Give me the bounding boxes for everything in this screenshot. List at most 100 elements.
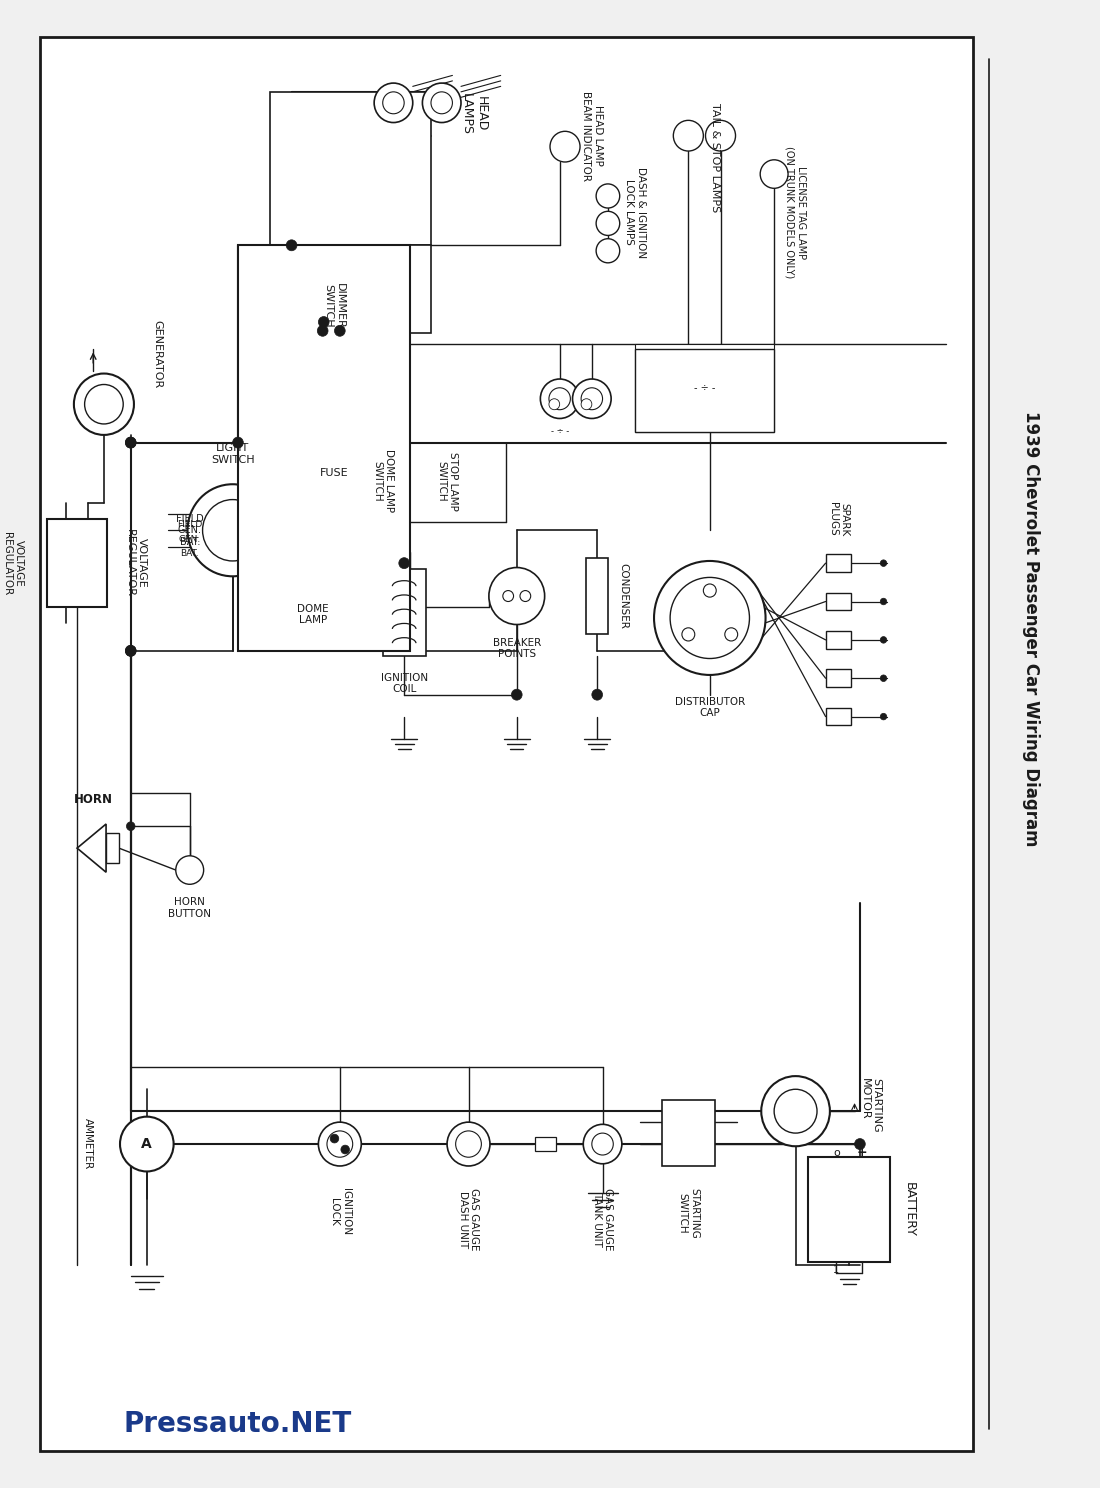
Text: 1939 Chevrolet Passenger Car Wiring Diagram: 1939 Chevrolet Passenger Car Wiring Diag…	[1023, 411, 1041, 847]
Text: HEAD
LAMPS: HEAD LAMPS	[460, 92, 488, 135]
Text: DOME
LAMP: DOME LAMP	[297, 604, 329, 625]
Text: FIELD
GEN.
BAT.: FIELD GEN. BAT.	[176, 513, 204, 548]
Bar	[586, 558, 608, 634]
Circle shape	[549, 388, 571, 409]
Circle shape	[596, 211, 619, 235]
Circle shape	[855, 1138, 866, 1150]
Text: GEN.: GEN.	[178, 534, 201, 543]
Text: VOLTAGE
REGULATOR: VOLTAGE REGULATOR	[2, 531, 23, 595]
Circle shape	[572, 379, 612, 418]
Text: o: o	[833, 1147, 839, 1158]
Text: IGNITION
COIL: IGNITION COIL	[381, 673, 428, 695]
Text: AMMETER: AMMETER	[82, 1119, 92, 1170]
Text: GAS GAUGE
DASH UNIT: GAS GAUGE DASH UNIT	[458, 1187, 480, 1250]
Circle shape	[581, 399, 592, 409]
Bar	[106, 833, 119, 863]
Bar	[826, 708, 851, 725]
Bar	[316, 321, 349, 338]
Text: GAS GAUGE
TANK UNIT: GAS GAUGE TANK UNIT	[592, 1187, 614, 1250]
Circle shape	[374, 83, 412, 122]
Circle shape	[341, 1146, 350, 1153]
Bar	[661, 1100, 715, 1167]
Text: STOP LAMP
SWITCH: STOP LAMP SWITCH	[437, 451, 458, 510]
Bar	[47, 519, 107, 607]
Circle shape	[399, 558, 409, 568]
Text: STARTING
SWITCH: STARTING SWITCH	[678, 1187, 700, 1238]
Text: 1: 1	[834, 1265, 839, 1275]
Text: BATTERY: BATTERY	[903, 1183, 916, 1237]
Text: LIGHT
SWITCH: LIGHT SWITCH	[211, 443, 254, 464]
Text: HEAD LAMP
BEAM INDICATOR: HEAD LAMP BEAM INDICATOR	[581, 91, 603, 180]
Circle shape	[383, 92, 404, 113]
Bar	[271, 246, 431, 333]
Circle shape	[581, 388, 603, 409]
Bar	[826, 592, 851, 610]
Circle shape	[761, 1076, 829, 1146]
Circle shape	[774, 1089, 817, 1132]
Circle shape	[120, 1116, 174, 1171]
Circle shape	[431, 92, 452, 113]
Circle shape	[422, 83, 461, 122]
Bar	[383, 568, 426, 656]
Circle shape	[705, 121, 736, 152]
Bar	[635, 350, 774, 432]
Circle shape	[540, 379, 579, 418]
Bar	[238, 246, 409, 650]
Circle shape	[125, 646, 136, 656]
Circle shape	[880, 676, 887, 682]
Circle shape	[583, 1125, 621, 1164]
Text: VOLTAGE
REGULATOR: VOLTAGE REGULATOR	[125, 530, 147, 597]
Circle shape	[760, 159, 788, 189]
Circle shape	[550, 131, 580, 162]
Polygon shape	[77, 824, 106, 872]
Circle shape	[334, 326, 345, 336]
Circle shape	[880, 598, 887, 604]
Bar	[271, 92, 431, 246]
Circle shape	[596, 185, 619, 208]
Text: DOME LAMP
SWITCH: DOME LAMP SWITCH	[372, 449, 394, 512]
Circle shape	[488, 567, 544, 625]
Circle shape	[503, 591, 514, 601]
Circle shape	[202, 500, 263, 561]
Circle shape	[592, 689, 603, 701]
Circle shape	[673, 121, 703, 152]
Circle shape	[327, 1131, 353, 1158]
Circle shape	[654, 561, 766, 676]
Circle shape	[188, 484, 277, 576]
Circle shape	[317, 326, 328, 336]
Circle shape	[880, 637, 887, 643]
Circle shape	[176, 856, 204, 884]
Text: CONDENSER: CONDENSER	[618, 562, 628, 629]
Circle shape	[670, 577, 749, 659]
Circle shape	[318, 1122, 361, 1167]
Text: DASH & IGNITION
LOCK LAMPS: DASH & IGNITION LOCK LAMPS	[624, 167, 646, 257]
Circle shape	[294, 549, 332, 588]
Text: STARTING
MOTOR: STARTING MOTOR	[860, 1079, 881, 1132]
Circle shape	[520, 591, 530, 601]
Text: +: +	[857, 1146, 868, 1159]
Bar	[40, 37, 972, 1451]
Circle shape	[880, 559, 887, 567]
Text: FIELD: FIELD	[177, 521, 202, 530]
Text: Pressauto.NET: Pressauto.NET	[124, 1409, 352, 1437]
Text: GENERATOR: GENERATOR	[153, 320, 163, 388]
Circle shape	[318, 317, 329, 327]
Text: - ÷ -: - ÷ -	[550, 427, 569, 436]
Text: - ÷ -: - ÷ -	[694, 382, 715, 393]
Text: SPARK
PLUGS: SPARK PLUGS	[827, 503, 849, 536]
Bar	[535, 1137, 557, 1150]
Text: LICENSE TAG LAMP
(ON TRUNK MODELS ONLY): LICENSE TAG LAMP (ON TRUNK MODELS ONLY)	[784, 146, 806, 278]
Circle shape	[447, 1122, 490, 1167]
Circle shape	[286, 240, 297, 251]
Circle shape	[74, 373, 134, 434]
Circle shape	[880, 713, 887, 720]
Text: A: A	[142, 1137, 152, 1152]
Text: HORN: HORN	[74, 793, 112, 806]
Circle shape	[125, 646, 136, 656]
Circle shape	[725, 628, 738, 641]
Circle shape	[232, 437, 243, 448]
Circle shape	[125, 437, 136, 448]
Text: DISTRIBUTOR
CAP: DISTRIBUTOR CAP	[674, 696, 745, 719]
Circle shape	[592, 1132, 614, 1155]
Text: IGNITION
LOCK: IGNITION LOCK	[329, 1187, 351, 1235]
